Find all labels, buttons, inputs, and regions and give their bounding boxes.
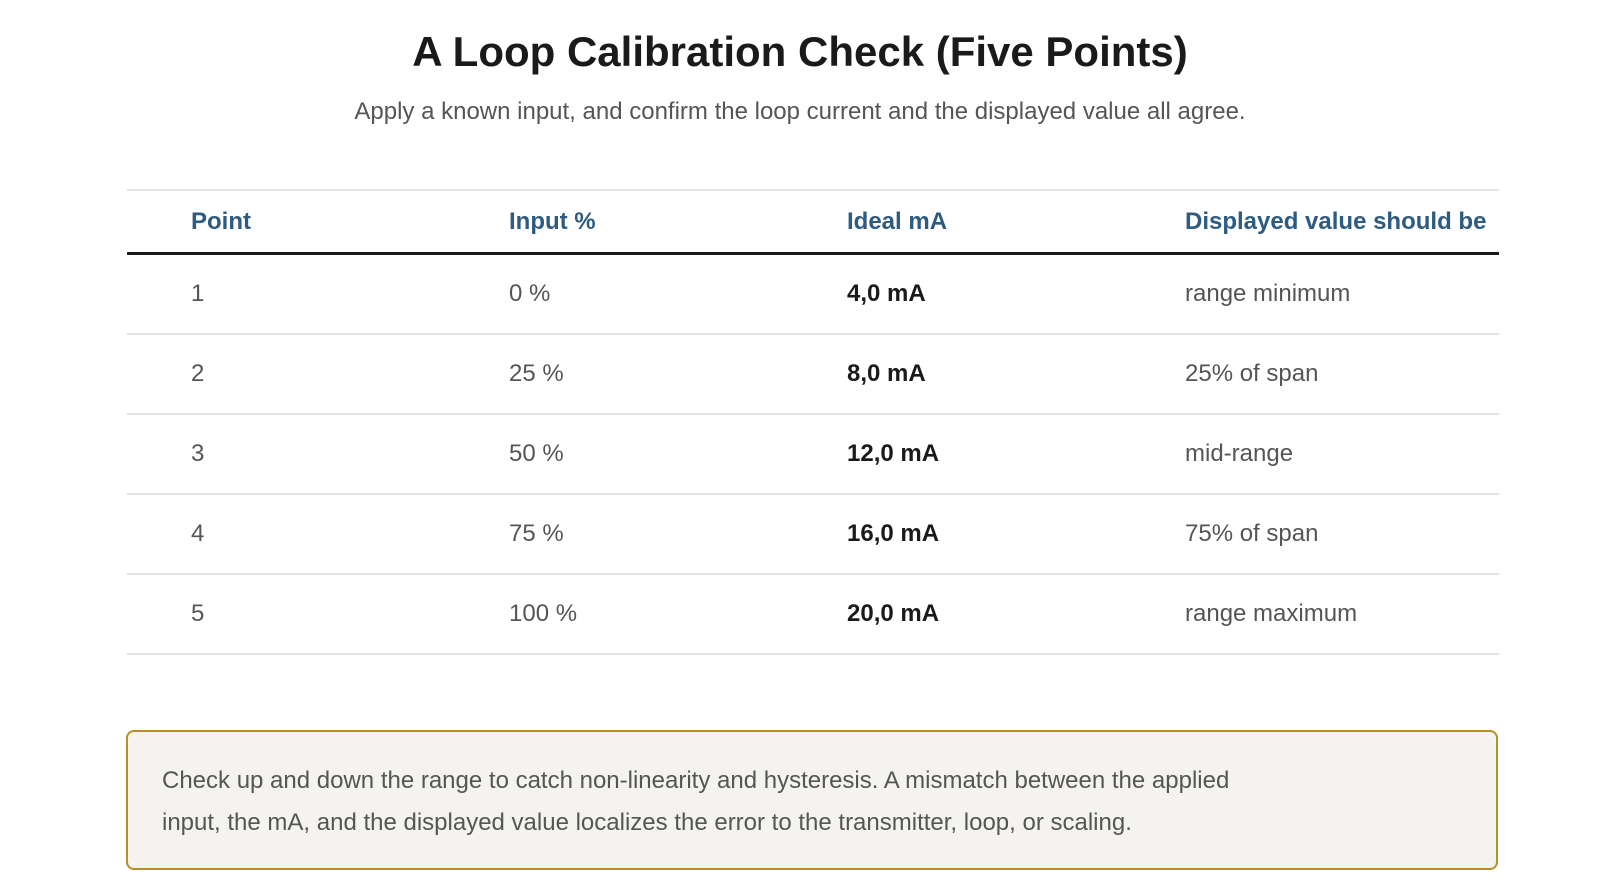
cell-point: 5 (127, 574, 509, 655)
cell-ideal-ma: 20,0 mA (847, 574, 1185, 655)
column-header-ideal-ma: Ideal mA (847, 190, 1185, 255)
calibration-table-container: Point Input % Ideal mA Displayed value s… (127, 189, 1499, 655)
cell-ideal-ma: 16,0 mA (847, 494, 1185, 575)
cell-point: 1 (127, 253, 509, 335)
cell-displayed-value: mid-range (1185, 414, 1499, 495)
table-header: Point Input % Ideal mA Displayed value s… (127, 190, 1499, 255)
page-title: A Loop Calibration Check (Five Points) (412, 28, 1188, 75)
cell-input: 50 % (509, 414, 847, 495)
cell-ideal-ma: 8,0 mA (847, 334, 1185, 415)
column-header-displayed-value: Displayed value should be (1185, 190, 1499, 255)
table-body: 1 0 % 4,0 mA range minimum 2 25 % 8,0 mA… (127, 253, 1499, 655)
note-callout: Check up and down the range to catch non… (126, 730, 1498, 870)
cell-point: 2 (127, 334, 509, 415)
table-row: 5 100 % 20,0 mA range maximum (127, 574, 1499, 655)
cell-input: 100 % (509, 574, 847, 655)
cell-ideal-ma: 12,0 mA (847, 414, 1185, 495)
calibration-table: Point Input % Ideal mA Displayed value s… (127, 189, 1499, 655)
table-row: 4 75 % 16,0 mA 75% of span (127, 494, 1499, 575)
table-row: 1 0 % 4,0 mA range minimum (127, 253, 1499, 335)
cell-displayed-value: 25% of span (1185, 334, 1499, 415)
cell-input: 75 % (509, 494, 847, 575)
column-header-point: Point (127, 190, 509, 255)
cell-point: 3 (127, 414, 509, 495)
cell-displayed-value: 75% of span (1185, 494, 1499, 575)
cell-ideal-ma: 4,0 mA (847, 253, 1185, 335)
table-row: 2 25 % 8,0 mA 25% of span (127, 334, 1499, 415)
cell-input: 0 % (509, 253, 847, 335)
cell-input: 25 % (509, 334, 847, 415)
cell-displayed-value: range minimum (1185, 253, 1499, 335)
cell-point: 4 (127, 494, 509, 575)
table-row: 3 50 % 12,0 mA mid-range (127, 414, 1499, 495)
page-subtitle: Apply a known input, and confirm the loo… (354, 98, 1246, 125)
column-header-input: Input % (509, 190, 847, 255)
note-text: Check up and down the range to catch non… (162, 767, 1230, 836)
table-header-row: Point Input % Ideal mA Displayed value s… (127, 190, 1499, 255)
cell-displayed-value: range maximum (1185, 574, 1499, 655)
